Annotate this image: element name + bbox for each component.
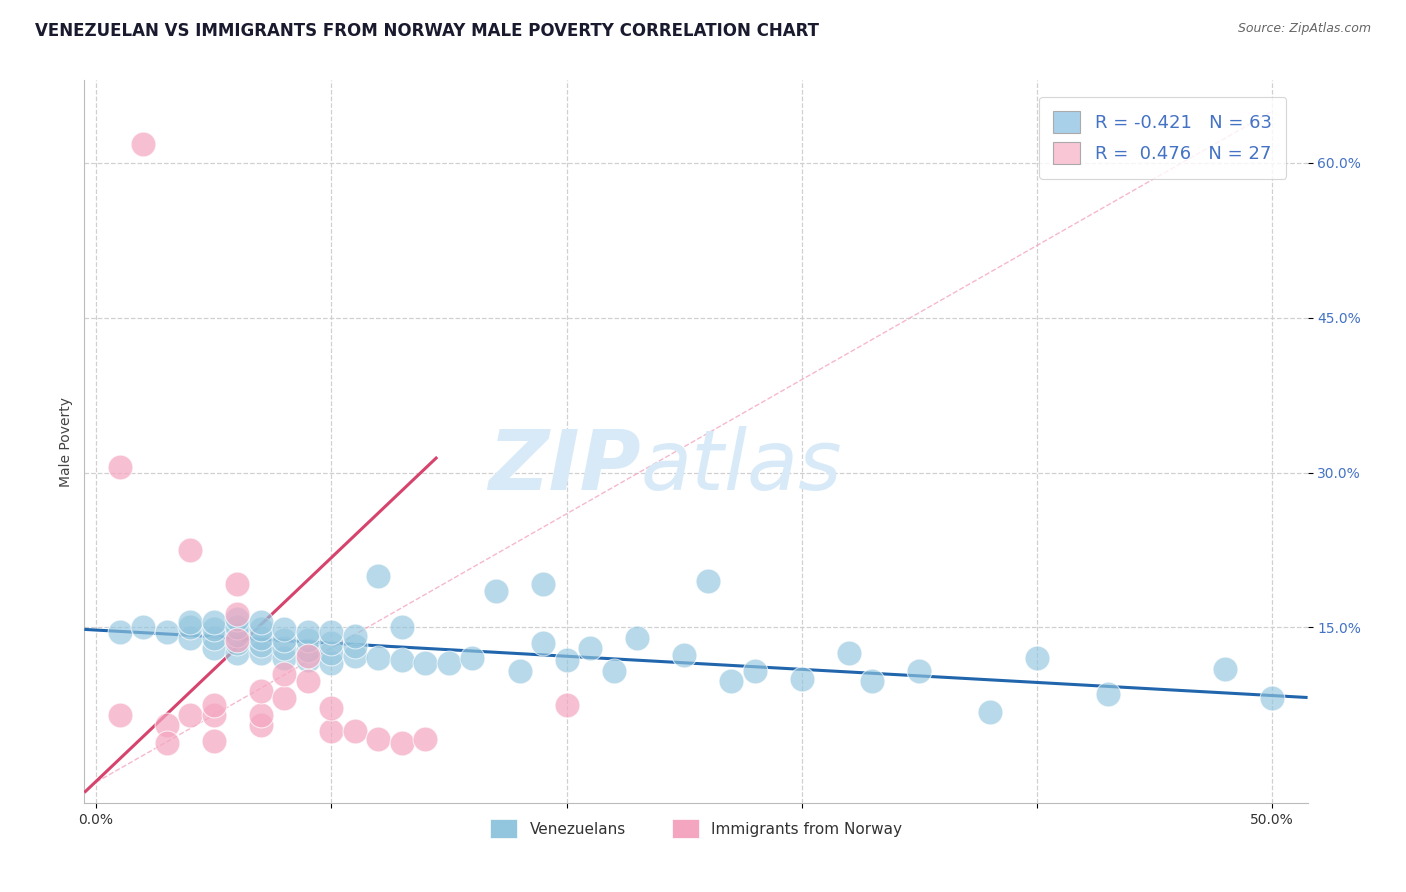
Point: [343, 629, 366, 643]
Point: [249, 684, 271, 698]
Point: [202, 640, 225, 655]
Point: [273, 632, 295, 647]
Point: [156, 718, 179, 732]
Text: ZIP: ZIP: [488, 426, 641, 508]
Point: [367, 731, 389, 746]
Point: [321, 625, 343, 640]
Point: [838, 646, 860, 660]
Point: [790, 672, 813, 686]
Point: [226, 632, 249, 647]
Point: [226, 612, 249, 626]
Point: [297, 632, 319, 647]
Point: [531, 636, 554, 650]
Point: [108, 460, 131, 475]
Point: [343, 723, 366, 738]
Point: [321, 657, 343, 671]
Point: [273, 623, 295, 637]
Point: [249, 615, 271, 630]
Point: [415, 657, 437, 671]
Point: [696, 574, 718, 588]
Point: [249, 718, 271, 732]
Point: [1261, 690, 1284, 705]
Point: [297, 649, 319, 664]
Point: [132, 620, 155, 634]
Point: [437, 657, 460, 671]
Point: [297, 673, 319, 688]
Point: [202, 708, 225, 723]
Point: [249, 631, 271, 645]
Point: [179, 542, 201, 557]
Point: [108, 708, 131, 723]
Point: [367, 568, 389, 582]
Point: [132, 137, 155, 152]
Point: [367, 651, 389, 665]
Point: [297, 653, 319, 667]
Point: [202, 631, 225, 645]
Point: [226, 620, 249, 634]
Point: [179, 708, 201, 723]
Point: [226, 627, 249, 641]
Point: [555, 698, 578, 712]
Point: [908, 664, 931, 678]
Point: [485, 584, 508, 599]
Text: Source: ZipAtlas.com: Source: ZipAtlas.com: [1237, 22, 1371, 36]
Point: [179, 620, 201, 634]
Point: [343, 649, 366, 664]
Point: [509, 664, 531, 678]
Point: [744, 664, 766, 678]
Point: [179, 615, 201, 630]
Point: [249, 623, 271, 637]
Point: [461, 651, 484, 665]
Point: [156, 736, 179, 750]
Point: [321, 636, 343, 650]
Point: [860, 673, 883, 688]
Point: [321, 646, 343, 660]
Point: [273, 666, 295, 681]
Point: [391, 653, 413, 667]
Point: [1026, 651, 1049, 665]
Point: [202, 623, 225, 637]
Point: [273, 640, 295, 655]
Point: [579, 640, 602, 655]
Point: [202, 698, 225, 712]
Point: [720, 673, 742, 688]
Point: [531, 577, 554, 591]
Point: [226, 646, 249, 660]
Point: [626, 631, 648, 645]
Point: [555, 653, 578, 667]
Point: [226, 607, 249, 621]
Point: [415, 731, 437, 746]
Point: [249, 638, 271, 652]
Point: [202, 734, 225, 748]
Point: [273, 690, 295, 705]
Point: [1213, 662, 1236, 676]
Text: VENEZUELAN VS IMMIGRANTS FROM NORWAY MALE POVERTY CORRELATION CHART: VENEZUELAN VS IMMIGRANTS FROM NORWAY MAL…: [35, 22, 820, 40]
Point: [249, 646, 271, 660]
Legend: Venezuelans, Immigrants from Norway: Venezuelans, Immigrants from Norway: [482, 812, 910, 846]
Point: [108, 625, 131, 640]
Point: [226, 636, 249, 650]
Point: [297, 643, 319, 657]
Point: [343, 639, 366, 653]
Point: [321, 723, 343, 738]
Point: [321, 701, 343, 715]
Point: [156, 625, 179, 640]
Text: atlas: atlas: [641, 426, 842, 508]
Point: [979, 705, 1001, 719]
Point: [1097, 687, 1119, 701]
Point: [273, 651, 295, 665]
Point: [179, 631, 201, 645]
Point: [297, 625, 319, 640]
Point: [202, 615, 225, 630]
Point: [249, 708, 271, 723]
Point: [673, 648, 696, 663]
Point: [602, 664, 624, 678]
Y-axis label: Male Poverty: Male Poverty: [59, 397, 73, 486]
Point: [391, 736, 413, 750]
Point: [226, 577, 249, 591]
Point: [391, 620, 413, 634]
